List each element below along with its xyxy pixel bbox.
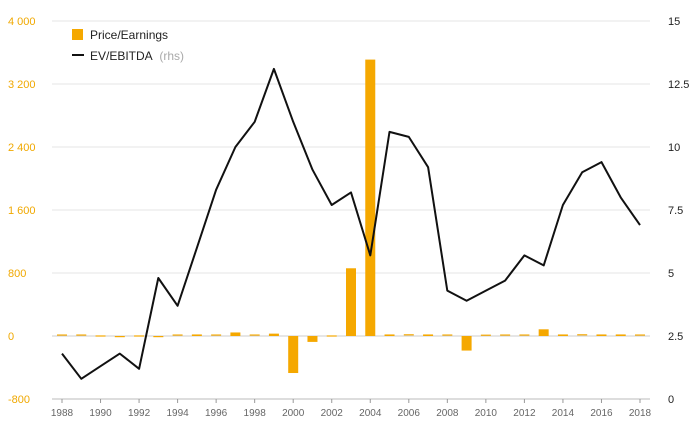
legend: Price/Earnings EV/EBITDA (rhs): [72, 28, 184, 63]
x-tick-label: 2002: [321, 408, 344, 419]
price-earnings-bar: [153, 336, 164, 338]
price-earnings-bar: [557, 334, 568, 336]
x-tick-label: 1992: [128, 408, 151, 419]
ev-ebitda-line: [61, 67, 641, 380]
price-earnings-bar: [76, 334, 87, 336]
price-earnings-bar: [230, 332, 241, 336]
legend-label-price-earnings: Price/Earnings: [90, 28, 168, 42]
left-axis-ticks: -800 0 800 1 600 2 400 3 200 4 000: [8, 16, 36, 406]
price-earnings-bar: [249, 334, 260, 336]
x-tick-label: 2010: [475, 408, 498, 419]
x-axis-ticks: 1988 1990 1992 1994 1996 1998 2000 2002 2004 2006…: [51, 399, 652, 419]
price-earnings-bar: [635, 334, 645, 336]
ev-ebitda-line-layer: [61, 67, 641, 380]
x-tick-label: 1994: [166, 408, 189, 419]
price-earnings-bar: [134, 335, 145, 337]
left-tick-label: 1 600: [8, 205, 36, 217]
x-tick-label: 1990: [89, 408, 112, 419]
legend-label-ev-ebitda-name: EV/EBITDA: [90, 49, 153, 63]
left-tick-label: -800: [8, 394, 30, 406]
price-earnings-bar: [57, 334, 67, 336]
price-earnings-bar: [519, 334, 530, 336]
price-earnings-bar: [346, 268, 356, 336]
x-tick-label: 2004: [359, 408, 382, 419]
right-tick-label: 7.5: [668, 205, 683, 217]
price-earnings-bar: [191, 334, 202, 336]
price-earnings-bar: [423, 334, 434, 336]
price-earnings-bar: [114, 336, 125, 338]
price-earnings-bar: [615, 334, 626, 336]
price-earnings-bar: [95, 335, 106, 337]
x-tick-label: 2000: [282, 408, 305, 419]
legend-label-ev-ebitda-suffix: (rhs): [159, 49, 184, 63]
right-tick-label: 12.5: [668, 79, 689, 91]
price-earnings-bars: [57, 59, 645, 374]
price-earnings-bar: [596, 334, 607, 336]
price-earnings-bar: [442, 334, 453, 336]
price-earnings-bar: [500, 334, 511, 336]
x-tick-label: 2008: [436, 408, 459, 419]
left-tick-label: 2 400: [8, 142, 36, 154]
right-tick-label: 15: [668, 16, 680, 28]
x-tick-label: 2014: [552, 408, 575, 419]
price-earnings-bar: [577, 334, 588, 336]
price-earnings-bar: [307, 336, 318, 342]
price-earnings-bar: [268, 333, 279, 336]
x-tick-label: 1998: [244, 408, 267, 419]
price-earnings-bar: [172, 334, 183, 336]
price-earnings-bar: [403, 334, 414, 336]
right-axis-ticks: 0 2.5 5 7.5 10 12.5 15: [668, 16, 689, 406]
price-earnings-bar: [480, 334, 491, 336]
x-tick-label: 2016: [590, 408, 613, 419]
x-tick-label: 1996: [205, 408, 228, 419]
left-tick-label: 800: [8, 268, 26, 280]
legend-swatch-price-earnings: [72, 29, 83, 40]
right-tick-label: 0: [668, 394, 674, 406]
x-tick-label: 2012: [513, 408, 536, 419]
price-earnings-bar: [365, 59, 376, 337]
price-earnings-bar: [384, 334, 395, 336]
legend-label-ev-ebitda: EV/EBITDA (rhs): [90, 49, 184, 63]
right-tick-label: 2.5: [668, 331, 683, 343]
x-tick-label: 2006: [398, 408, 421, 419]
x-tick-label: 1988: [51, 408, 74, 419]
price-earnings-bar: [288, 336, 299, 374]
right-tick-label: 5: [668, 268, 674, 280]
price-earnings-bar: [326, 335, 337, 337]
left-tick-label: 3 200: [8, 79, 36, 91]
left-tick-label: 4 000: [8, 16, 36, 28]
right-tick-label: 10: [668, 142, 680, 154]
price-earnings-bar: [211, 334, 222, 336]
price-earnings-bar: [461, 336, 472, 351]
price-earnings-bar: [538, 329, 549, 336]
left-tick-label: 0: [8, 331, 14, 343]
x-tick-label: 2018: [629, 408, 652, 419]
